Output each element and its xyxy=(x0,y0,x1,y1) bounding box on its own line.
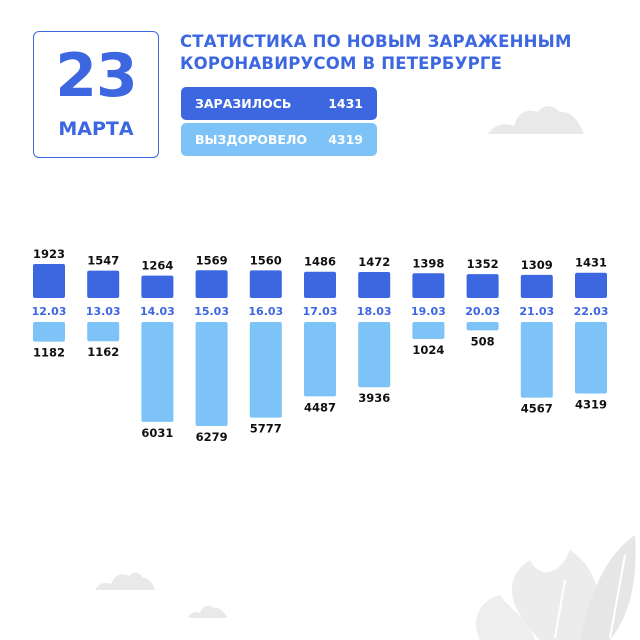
label-infected: 1398 xyxy=(412,256,444,270)
date-label: 21.03 xyxy=(519,305,554,318)
bar-recovered xyxy=(87,322,120,342)
bar-infected xyxy=(195,270,228,298)
bar-recovered xyxy=(304,322,336,397)
bar-recovered xyxy=(575,322,607,394)
bar-recovered xyxy=(249,322,282,418)
cloud-icon xyxy=(188,605,228,618)
leaves-icon xyxy=(476,535,636,640)
label-infected: 1547 xyxy=(87,254,119,268)
legend-recovered-value: 4319 xyxy=(328,132,363,147)
date-box: 23 МАРТА xyxy=(33,31,159,158)
bar-infected xyxy=(304,271,336,298)
bar-recovered xyxy=(358,322,391,388)
label-infected: 1309 xyxy=(521,258,553,272)
date-label: 20.03 xyxy=(465,305,500,318)
label-infected: 1569 xyxy=(196,253,228,267)
label-recovered: 1024 xyxy=(412,343,444,357)
label-infected: 1431 xyxy=(575,256,607,270)
title-line-1: СТАТИСТИКА ПО НОВЫМ ЗАРАЖЕННЫМ xyxy=(180,32,572,51)
date-label: 13.03 xyxy=(86,305,121,318)
label-recovered: 5777 xyxy=(250,422,282,436)
title-line-2: КОРОНАВИРУСОМ В ПЕТЕРБУРГЕ xyxy=(180,54,503,73)
bar-infected xyxy=(249,270,282,298)
bar-infected xyxy=(141,275,174,298)
label-recovered: 508 xyxy=(471,334,495,348)
bar-infected xyxy=(33,264,65,298)
date-label: 17.03 xyxy=(303,305,338,318)
cloud-icon xyxy=(488,106,584,134)
legend-recovered: ВЫЗДОРОВЕЛО 4319 xyxy=(181,123,377,156)
date-label: 18.03 xyxy=(357,305,392,318)
label-infected: 1264 xyxy=(141,259,173,273)
label-recovered: 4319 xyxy=(575,398,607,412)
bar-recovered xyxy=(412,322,445,339)
bar-infected xyxy=(87,270,120,298)
page-title: СТАТИСТИКА ПО НОВЫМ ЗАРАЖЕННЫМ КОРОНАВИР… xyxy=(180,31,600,75)
date-label: 12.03 xyxy=(32,305,67,318)
legend-recovered-label: ВЫЗДОРОВЕЛО xyxy=(195,132,307,147)
bar-infected xyxy=(575,272,607,298)
label-recovered: 3936 xyxy=(358,391,390,405)
bar-infected xyxy=(520,274,553,298)
label-recovered: 6279 xyxy=(196,430,228,444)
label-infected: 1486 xyxy=(304,255,336,269)
legend-infected: ЗАРАЗИЛОСЬ 1431 xyxy=(181,87,377,120)
bar-recovered xyxy=(520,322,553,398)
bar-recovered xyxy=(195,322,228,426)
bar-infected xyxy=(412,273,445,298)
cloud-icon xyxy=(95,572,155,590)
label-infected: 1923 xyxy=(33,247,65,261)
date-label: 14.03 xyxy=(140,305,175,318)
label-recovered: 1182 xyxy=(33,346,65,360)
legend-infected-label: ЗАРАЗИЛОСЬ xyxy=(195,96,292,111)
bar-recovered xyxy=(141,322,174,422)
label-infected: 1560 xyxy=(250,253,282,267)
bar-recovered xyxy=(33,322,65,342)
date-day: 23 xyxy=(55,41,138,111)
date-label: 22.03 xyxy=(574,305,609,318)
label-infected: 1472 xyxy=(358,255,390,269)
date-label: 15.03 xyxy=(194,305,229,318)
bar-recovered xyxy=(466,322,499,331)
label-recovered: 6031 xyxy=(141,426,173,440)
bar-infected xyxy=(466,274,499,298)
label-recovered: 1162 xyxy=(87,345,119,359)
label-infected: 1352 xyxy=(467,257,499,271)
date-label: 19.03 xyxy=(411,305,446,318)
legend-infected-value: 1431 xyxy=(328,96,363,111)
bar-infected xyxy=(358,271,391,298)
label-recovered: 4487 xyxy=(304,400,336,414)
date-label: 16.03 xyxy=(248,305,283,318)
date-month: МАРТА xyxy=(58,118,134,140)
label-recovered: 4567 xyxy=(521,402,553,416)
